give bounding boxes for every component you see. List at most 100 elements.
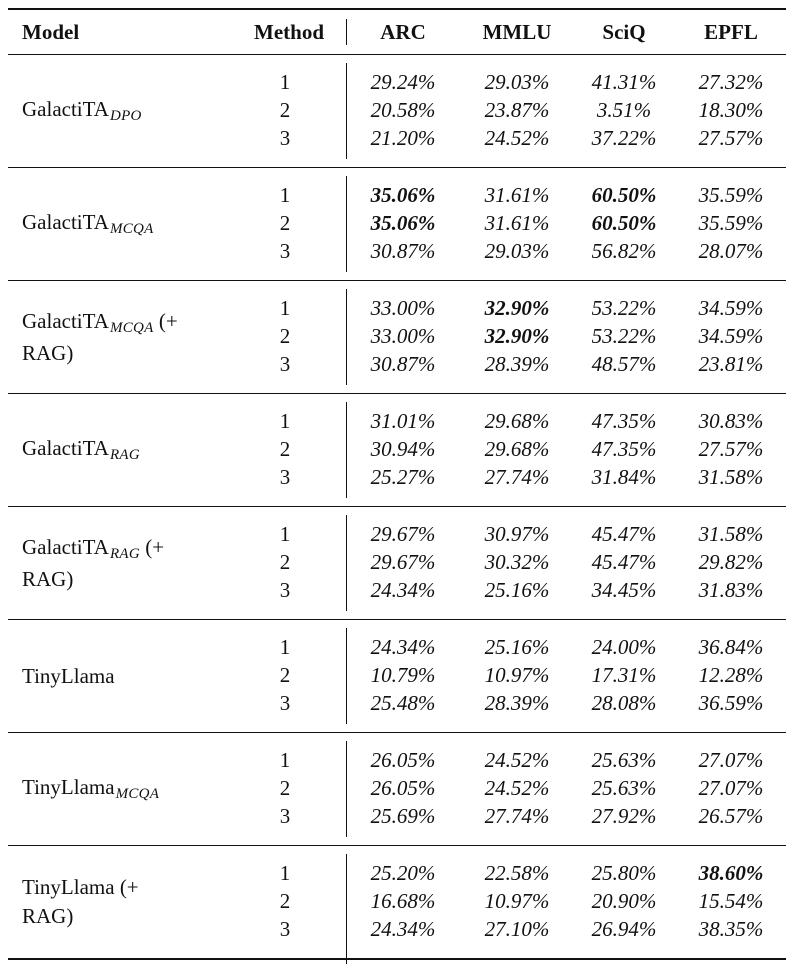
method-cell: 3 [279,917,291,941]
mmlu-score-cell: 30.32% [484,550,550,574]
sciq-score-cell: 34.45% [591,578,657,602]
mmlu-score-cell: 24.52% [484,126,550,150]
arc-score-cell: 10.79% [370,663,436,687]
epfl-score-cell: 12.28% [698,663,764,687]
header-model: Model [22,20,80,44]
model-group: GalactiTAMCQA 1 35.06% 31.61% 60.50% 35.59% 2 3… [8,168,786,281]
arc-score-cell: 29.67% [370,550,436,574]
epfl-score-cell: 27.07% [698,748,764,772]
model-name-line: GalactiTADPO [22,95,142,127]
method-cell: 2 [279,98,291,122]
method-cell: 1 [279,522,291,546]
sciq-score-cell: 17.31% [591,663,657,687]
method-cell: 3 [279,352,291,376]
mmlu-score-cell: 27.10% [484,917,550,941]
model-name-line: GalactiTAMCQA [22,208,154,240]
mmlu-score-cell: 22.58% [484,861,550,885]
model-subscript: MCQA [115,786,160,802]
column-divider [346,402,347,498]
arc-score-cell: 25.48% [370,691,436,715]
column-divider [346,741,347,837]
model-base: TinyLlama [22,663,115,688]
model-name: GalactiTAMCQA [22,168,154,280]
method-cell: 2 [279,324,291,348]
mmlu-score-cell: 10.97% [484,663,550,687]
mmlu-score-cell: 28.39% [484,352,550,376]
method-cell: 3 [279,578,291,602]
model-subscript: RAG [109,447,141,463]
epfl-score-cell: 31.58% [698,465,764,489]
epfl-score-cell: 30.83% [698,409,764,433]
arc-score-cell: 31.01% [370,409,436,433]
method-cell: 1 [279,409,291,433]
results-table: Model Method ARC MMLU SciQ EPFL GalactiT… [8,8,786,964]
header-epfl: EPFL [704,20,758,44]
method-cell: 1 [279,635,291,659]
model-base: TinyLlama [22,775,115,799]
epfl-score-cell: 18.30% [698,98,764,122]
method-cell: 3 [279,804,291,828]
method-cell: 1 [279,296,291,320]
model-base: TinyLlama [22,875,115,899]
sciq-score-cell: 47.35% [591,409,657,433]
method-cell: 1 [279,70,291,94]
model-group: TinyLlama 1 24.34% 25.16% 24.00% 36.84% 2 10.79… [8,620,786,733]
epfl-score-cell: 31.58% [698,522,764,546]
method-cell: 3 [279,691,291,715]
arc-score-cell: 24.34% [370,578,436,602]
column-divider [346,289,347,385]
sciq-score-cell: 3.51% [596,98,652,122]
mmlu-score-cell: 28.39% [484,691,550,715]
model-suffix: (+ [153,308,178,333]
header-sciq: SciQ [602,20,646,44]
epfl-score-cell: 35.59% [698,183,764,207]
arc-score-cell: 30.94% [370,437,436,461]
epfl-score-cell: 27.07% [698,776,764,800]
sciq-score-cell: 28.08% [591,691,657,715]
mmlu-score-cell: 29.03% [484,70,550,94]
sciq-score-cell: 24.00% [591,635,657,659]
epfl-score-cell: 36.59% [698,691,764,715]
sciq-score-cell: 25.63% [591,748,657,772]
mmlu-score-cell: 24.52% [484,776,550,800]
method-cell: 3 [279,126,291,150]
epfl-score-cell: 26.57% [698,804,764,828]
sciq-score-cell: 37.22% [591,126,657,150]
epfl-score-cell: 31.83% [698,578,764,602]
sciq-score-cell: 31.84% [591,465,657,489]
model-name-line: GalactiTARAG [22,434,140,466]
arc-score-cell: 25.20% [370,861,436,885]
model-base: GalactiTA [22,436,109,460]
epfl-score-cell: 35.59% [698,211,764,235]
method-cell: 2 [279,550,291,574]
epfl-score-cell: 27.57% [698,126,764,150]
arc-score-cell: 35.06% [370,211,436,235]
mmlu-score-cell: 30.97% [484,522,550,546]
sciq-score-cell: 27.92% [591,804,657,828]
epfl-score-cell: 34.59% [698,296,764,320]
mmlu-score-cell: 31.61% [484,183,550,207]
mmlu-score-cell: 27.74% [484,804,550,828]
epfl-score-cell: 38.35% [698,917,764,941]
model-name: GalactiTAMCQA (+ RAG) [22,281,178,393]
column-divider [346,854,347,964]
arc-score-cell: 20.58% [370,98,436,122]
model-subscript: MCQA [109,319,154,336]
model-subscript: MCQA [109,221,154,237]
table-header: Model Method ARC MMLU SciQ EPFL [8,8,786,55]
arc-score-cell: 25.69% [370,804,436,828]
model-name-line: RAG) [22,566,74,591]
model-name: GalactiTARAG [22,394,140,506]
column-divider [346,63,347,159]
epfl-score-cell: 27.32% [698,70,764,94]
mmlu-score-cell: 29.03% [484,239,550,263]
mmlu-score-cell: 27.74% [484,465,550,489]
model-name-line: RAG) [22,340,74,365]
model-suffix: (+ [114,875,139,899]
column-divider [346,176,347,272]
arc-score-cell: 29.67% [370,522,436,546]
epfl-score-cell: 38.60% [698,861,764,885]
model-name: TinyLlama (+ RAG) [22,846,139,958]
header-arc: ARC [380,20,426,44]
model-name-line: TinyLlama (+ [22,873,139,902]
